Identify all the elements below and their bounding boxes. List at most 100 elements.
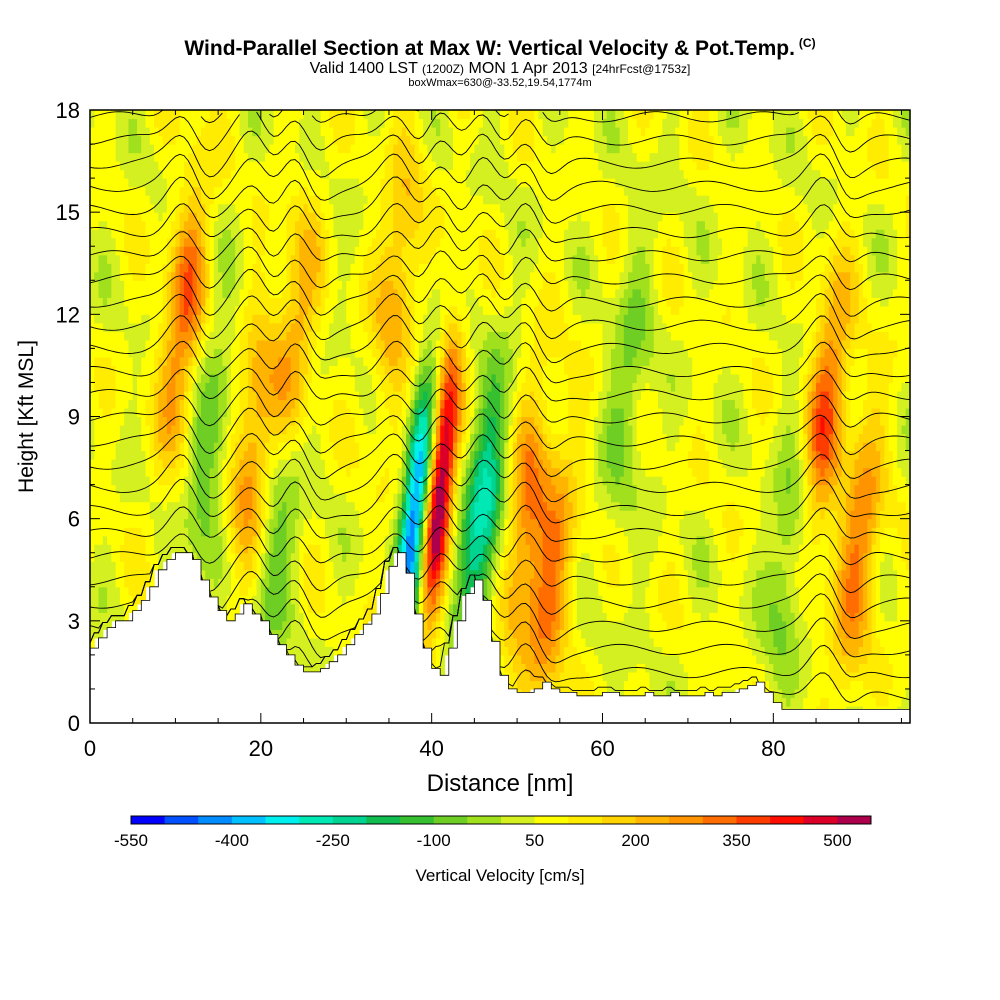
velocity-cell xyxy=(158,544,164,554)
velocity-cell xyxy=(359,390,364,401)
velocity-cell xyxy=(213,356,219,367)
velocity-cell xyxy=(154,382,159,392)
velocity-cell xyxy=(350,467,356,477)
velocity-cell xyxy=(141,297,147,307)
velocity-cell xyxy=(265,561,270,571)
velocity-cell xyxy=(115,518,121,528)
velocity-cell xyxy=(119,425,125,435)
velocity-cell xyxy=(145,110,151,120)
velocity-cell xyxy=(98,382,104,392)
velocity-cell xyxy=(277,510,283,520)
velocity-cell xyxy=(158,382,164,392)
velocity-cell xyxy=(265,544,270,554)
velocity-cell xyxy=(235,518,241,528)
velocity-cell xyxy=(440,110,446,120)
velocity-cell xyxy=(119,169,125,179)
velocity-cell xyxy=(324,288,330,298)
velocity-cell xyxy=(346,339,352,349)
velocity-cell xyxy=(265,450,270,460)
velocity-cell xyxy=(179,280,185,290)
velocity-cell xyxy=(295,152,300,162)
velocity-cell xyxy=(316,127,322,137)
velocity-cell xyxy=(333,203,339,213)
velocity-cell xyxy=(277,178,283,188)
velocity-cell xyxy=(431,288,437,298)
velocity-cell xyxy=(205,484,211,494)
velocity-cell xyxy=(388,518,394,528)
velocity-cell xyxy=(384,493,390,503)
velocity-cell xyxy=(277,348,283,358)
velocity-cell xyxy=(286,314,292,324)
velocity-cell xyxy=(132,535,138,545)
velocity-cell xyxy=(132,365,138,375)
velocity-cell xyxy=(320,459,326,469)
velocity-cell xyxy=(260,416,266,426)
velocity-cell xyxy=(324,518,330,528)
velocity-cell xyxy=(312,220,317,230)
velocity-cell xyxy=(230,603,236,613)
velocity-cell xyxy=(209,169,215,179)
velocity-cell xyxy=(423,399,428,409)
velocity-cell xyxy=(359,561,364,571)
velocity-cell xyxy=(141,314,147,324)
velocity-cell xyxy=(359,127,364,137)
velocity-cell xyxy=(440,518,446,528)
velocity-cell xyxy=(243,365,249,375)
velocity-cell xyxy=(427,263,433,273)
velocity-cell xyxy=(435,348,441,358)
velocity-cell xyxy=(201,339,206,349)
velocity-cell xyxy=(102,467,108,477)
velocity-cell xyxy=(260,305,266,315)
velocity-cell xyxy=(209,578,215,588)
velocity-cell xyxy=(388,561,394,571)
velocity-cell xyxy=(166,493,172,503)
velocity-cell xyxy=(248,314,253,324)
velocity-cell xyxy=(124,459,130,469)
velocity-cell xyxy=(427,620,433,630)
velocity-cell xyxy=(320,212,326,222)
velocity-cell xyxy=(337,186,343,196)
velocity-cell xyxy=(346,382,352,392)
velocity-cell xyxy=(406,203,411,213)
velocity-cell xyxy=(363,518,369,528)
velocity-cell xyxy=(171,144,177,154)
velocity-cell xyxy=(136,348,142,358)
velocity-cell xyxy=(423,442,428,452)
velocity-cell xyxy=(418,493,424,503)
velocity-cell xyxy=(115,314,121,324)
velocity-cell xyxy=(119,399,125,409)
velocity-cell xyxy=(141,288,147,298)
velocity-cell xyxy=(418,450,424,460)
velocity-cell xyxy=(162,433,168,443)
velocity-cell xyxy=(286,186,292,196)
velocity-cell xyxy=(124,586,130,596)
velocity-cell xyxy=(166,373,172,384)
velocity-cell xyxy=(393,254,399,264)
velocity-cell xyxy=(260,544,266,554)
velocity-cell xyxy=(252,510,258,520)
velocity-cell xyxy=(388,186,394,196)
velocity-cell xyxy=(111,569,117,579)
velocity-cell xyxy=(196,373,202,384)
velocity-cell xyxy=(269,297,275,307)
velocity-cell xyxy=(252,203,258,213)
velocity-cell xyxy=(397,135,403,145)
velocity-cell xyxy=(329,203,335,213)
velocity-cell xyxy=(410,382,416,392)
velocity-cell xyxy=(162,144,168,154)
velocity-cell xyxy=(205,442,211,452)
velocity-cell xyxy=(397,425,403,435)
velocity-cell xyxy=(393,331,399,341)
velocity-cell xyxy=(299,280,305,290)
velocity-cell xyxy=(346,595,352,605)
velocity-cell xyxy=(179,339,185,349)
velocity-cell xyxy=(90,356,95,367)
velocity-cell xyxy=(401,416,407,426)
velocity-cell xyxy=(359,595,364,605)
velocity-cell xyxy=(209,390,215,401)
velocity-cell xyxy=(192,314,198,324)
velocity-cell xyxy=(226,518,232,528)
velocity-cell xyxy=(423,425,428,435)
velocity-cell xyxy=(209,527,215,537)
velocity-cell xyxy=(435,612,441,622)
